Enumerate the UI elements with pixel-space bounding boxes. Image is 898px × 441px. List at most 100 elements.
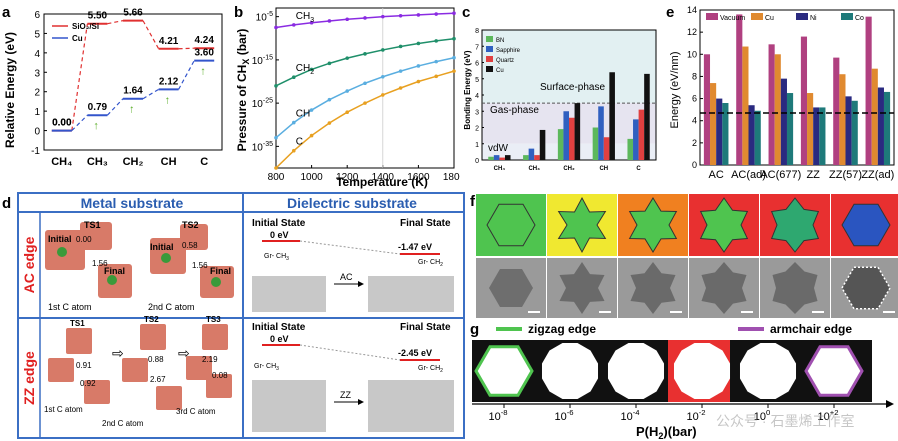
- e-ytick: 2: [692, 138, 697, 148]
- ac-e0: 0 eV: [270, 230, 289, 240]
- g-ticks: 10-8 10-6 10-4 10-2 100 10+2: [488, 404, 839, 423]
- a-value-label: 3.60: [194, 48, 214, 59]
- e-bar-Ni-ZZ(57): [845, 96, 852, 165]
- e-bar-Cu-AC(677): [774, 54, 781, 165]
- carbon-atom-icon: [161, 253, 171, 263]
- b-point: [309, 133, 314, 138]
- c-ytick: 1: [475, 142, 479, 149]
- c-ytick: 4: [475, 93, 479, 100]
- cu-cluster-ts1: [80, 222, 112, 250]
- a-axes: -1 0 1 2 3 4 5 6 CH₄ CH₃ CH₂ CH C: [31, 10, 223, 168]
- b-xtick: 1400: [372, 172, 395, 183]
- b-point: [416, 64, 421, 68]
- ac-metal-schematic: TS1 Initial 0.00 1.56 Final 1st C atom T…: [45, 220, 234, 312]
- a-value-label: 0.00: [52, 118, 72, 129]
- b-marks: CH3 CH2 CH C: [274, 11, 456, 170]
- b-point: [274, 84, 278, 88]
- e-bar-Ni-ZZ: [813, 107, 820, 165]
- c-ylabel: Bonding Energy (eV): [463, 50, 472, 129]
- b-point: [434, 39, 438, 43]
- e-ytick: 4: [692, 116, 697, 126]
- b-point: [434, 12, 438, 16]
- c-xtick: CH₂: [563, 166, 575, 172]
- zz-atom3: 3rd C atom: [176, 407, 216, 416]
- ac-initial-state: Initial State: [252, 218, 306, 229]
- a-legend-SiO2/Si: SiO₂/Si: [72, 22, 99, 31]
- c-bar-BN-CH2: [557, 129, 564, 160]
- a-value-label: 4.21: [159, 36, 179, 47]
- a-ytick: 1: [34, 107, 40, 118]
- a-ytick: -1: [31, 146, 40, 157]
- c-legend-Cu: Cu: [496, 68, 504, 74]
- ac-arrow-label: AC: [340, 272, 353, 282]
- c-legend-BN: BN: [496, 38, 504, 44]
- g-tick: 10-6: [554, 408, 573, 423]
- b-point: [416, 79, 421, 84]
- c-legend-swatch: [486, 66, 493, 72]
- c-ytick: 6: [475, 61, 479, 68]
- c-bar-Cu-CH4: [504, 155, 511, 160]
- c-bar-BN-CH4: [488, 156, 494, 160]
- e-xtick: AC: [709, 169, 724, 181]
- c-legend-swatch: [486, 36, 493, 42]
- e-bar-Vacuum-ZZ(57): [833, 57, 840, 165]
- c-marks: BN Sapphire Quartz Cu: [486, 36, 650, 160]
- b-point: [327, 97, 332, 102]
- ac-final-1: Final: [104, 266, 125, 276]
- f-sem-dendrite: [701, 262, 747, 314]
- f-sim-hexagon: [486, 203, 536, 247]
- c-xtick: CH: [599, 166, 608, 172]
- a-ylabel: Relative Energy (eV): [3, 32, 17, 148]
- c-bar-Quartz-CH: [603, 137, 610, 160]
- b-axes: 800 1000 1200 1400 1600 1800 10-5 10-15 10-25 10-…: [252, 7, 460, 183]
- e-legend-swatch: [751, 13, 763, 20]
- g-tick: 10-4: [620, 408, 640, 423]
- a-connector: [71, 114, 88, 131]
- e-bar-Vacuum-AC(677): [768, 44, 775, 166]
- a-ytick: 3: [34, 68, 40, 79]
- a-arrow-icon: ↑: [165, 94, 171, 106]
- b-point: [398, 44, 403, 49]
- cu-cluster-ts2: [180, 224, 208, 250]
- g-shapes: [474, 342, 864, 400]
- f-sem-dendrite: [772, 262, 818, 314]
- c-xtick: CH₃: [528, 166, 540, 172]
- zz-v5: 2.19: [202, 355, 218, 364]
- g-armchair-hexagon: [804, 345, 864, 397]
- b-point: [292, 148, 296, 153]
- zz-arrow-1-icon: ⇨: [112, 345, 124, 361]
- a-value-label: 1.64: [123, 86, 143, 97]
- g-zigzag-hexagon: [474, 345, 534, 397]
- dielectric-substrate-header: Dielectric substrate: [287, 195, 417, 211]
- b-ylabel: Pressure of CHX (bar): [235, 29, 251, 152]
- e-bar-Cu-AC: [710, 83, 717, 165]
- b-series-label-C: C: [296, 137, 303, 148]
- b-ytick: 10-5: [256, 11, 273, 24]
- c-legend-Sapphire: Sapphire: [496, 48, 521, 54]
- e-bar-Ni-AC(ad): [748, 105, 755, 165]
- graphene-lattice-initial: [252, 276, 326, 312]
- zz-v1: 0.91: [76, 361, 92, 370]
- b-xtick: 800: [268, 172, 285, 183]
- f-sim-dendrite: [557, 196, 607, 254]
- zz-ts3: TS3: [206, 315, 221, 324]
- zz-atom2: 2nd C atom: [102, 419, 144, 428]
- ac-e1: -1.47 eV: [398, 242, 432, 252]
- b-point: [452, 11, 456, 15]
- panel-e-label: e: [666, 4, 674, 21]
- a-ytick: 4: [34, 49, 40, 60]
- c-bar-Sapphire-CH3: [528, 148, 535, 160]
- c-ytick: 0: [475, 158, 479, 165]
- e-bar-Vacuum-ZZ(ad): [865, 16, 872, 166]
- panel-d: d Metal substrate Dielectric substrate A…: [0, 190, 466, 440]
- b-xtick: 1600: [407, 172, 430, 183]
- b-point: [381, 48, 385, 52]
- c-xtick: C: [636, 166, 641, 172]
- f-micrograph-row: [476, 258, 898, 318]
- ac-ts2: TS2: [182, 220, 199, 230]
- b-series-label-CH2: CH2: [296, 63, 314, 76]
- e-ylabel: Energy (eV/nm): [669, 51, 681, 128]
- panel-b: b Pressure of CHX (bar) Temperature (K) …: [234, 4, 460, 189]
- g-tick: 10+2: [817, 408, 838, 423]
- ac-final-2: Final: [210, 266, 231, 276]
